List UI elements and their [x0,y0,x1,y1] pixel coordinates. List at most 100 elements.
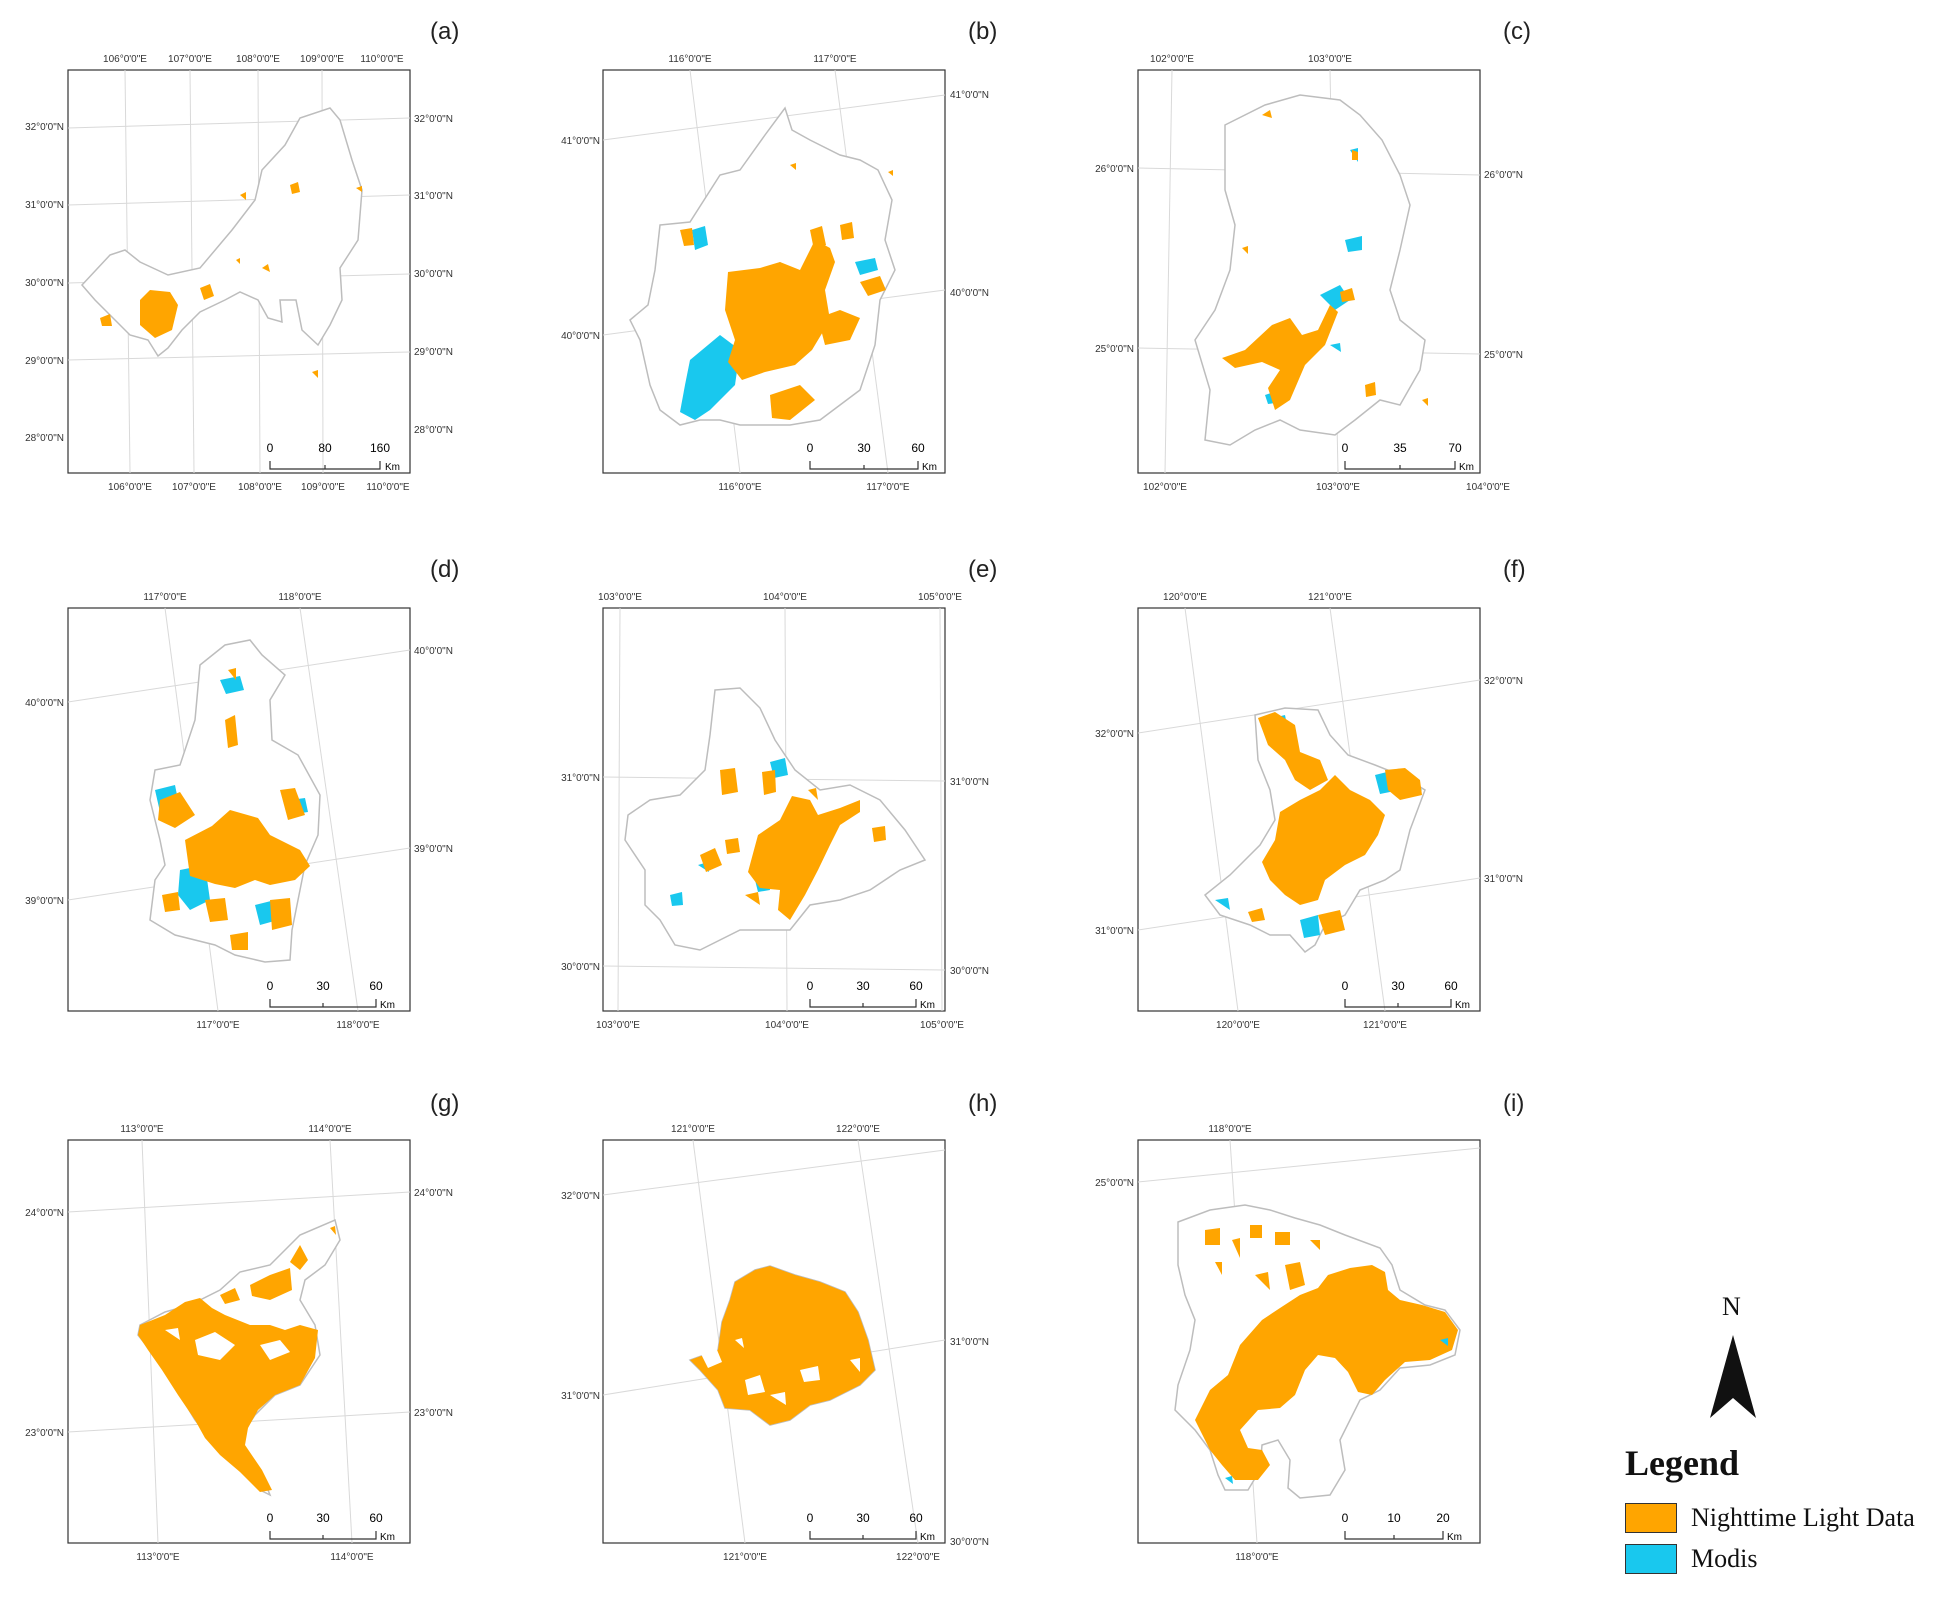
panel-d-bottom-lon-0: 117°0'0"E [196,1020,240,1031]
panel-b-scale-0: 0 [807,441,814,455]
panel-a-right-lat-0: 32°0'0"N [414,114,453,125]
panel-c-left-lat-1: 25°0'0"N [1095,344,1134,355]
panel-b-scale-unit: Km [922,462,937,473]
panel-h-scale-0: 0 [807,1511,814,1525]
panel-d-left-lat-0: 40°0'0"N [25,698,64,709]
panel-e-scale-unit: Km [920,1000,935,1011]
panel-h: 0 30 60 Km 121°0'0"E 122°0'0"E 121°0'0"E… [561,1124,989,1563]
panel-e-scale-1: 30 [856,979,870,993]
panel-f-top-lon-0: 120°0'0"E [1163,592,1207,603]
panel-b-label: (b) [968,18,998,45]
panel-c-boundary [1194,94,1426,446]
panel-g-top-lon-0: 113°0'0"E [120,1124,164,1135]
panel-g-scale-2: 60 [369,1511,383,1525]
panel-g-right-lat-1: 23°0'0"N [414,1408,453,1419]
panel-b: 0 30 60 Km 116°0'0"E 117°0'0"E 116°0'0"E… [561,54,989,493]
panel-c-right-lat-1: 25°0'0"N [1484,350,1523,361]
panel-a-right-lat-3: 29°0'0"N [414,347,453,358]
panel-c-top-lon-0: 102°0'0"E [1150,54,1194,65]
panel-i-modis [1225,1338,1448,1484]
panel-e-scale-2: 60 [909,979,923,993]
panel-i-bottom-lon-0: 118°0'0"E [1235,1552,1279,1563]
panel-g-scale-unit: Km [380,1532,395,1543]
panel-a: 0 80 160 Km 106°0'0"E 107°0'0"E 108°0'0"… [25,54,453,493]
panel-g-scale-1: 30 [316,1511,330,1525]
panel-b-light [680,163,893,420]
panel-a-scalebar [269,461,381,470]
panel-b-left-lat-1: 40°0'0"N [561,331,600,342]
panel-a-bottom-lon-4: 110°0'0"E [366,482,410,493]
panel-c-bottom-lon-2: 104°0'0"E [1466,482,1510,493]
panel-a-left-lat-1: 31°0'0"N [25,200,64,211]
panel-e-top-lon-1: 104°0'0"E [763,592,807,603]
panel-a-tick-labels: 106°0'0"E 107°0'0"E 108°0'0"E 109°0'0"E … [25,54,453,493]
panel-a-top-lon-2: 108°0'0"E [236,54,280,65]
panel-h-scale-unit: Km [920,1532,935,1543]
panel-h-scalebar [809,1531,917,1540]
panel-h-top-lon-1: 122°0'0"E [836,1124,880,1135]
panel-i: 0 10 20 Km 118°0'0"E 118°0'0"E 25°0'0"N [1095,1124,1481,1563]
panel-g-frame [67,1139,411,1544]
panel-d-scale-unit: Km [380,1000,395,1011]
panel-d-light [158,668,310,950]
panel-e-top-lon-0: 103°0'0"E [598,592,642,603]
panel-b-boundary [629,106,896,426]
panel-b-left-lat-0: 41°0'0"N [561,136,600,147]
panel-a-left-lat-4: 28°0'0"N [25,433,64,444]
panel-a-bottom-lon-2: 108°0'0"E [238,482,282,493]
panel-h-frame [602,1139,946,1544]
panel-e-label: (e) [968,556,998,583]
panel-c-scale-1: 35 [1393,441,1407,455]
panel-f-frame [1137,607,1481,1012]
legend-title: Legend [1625,1443,1740,1483]
panel-a-top-lon-3: 109°0'0"E [300,54,344,65]
panel-h-scale-1: 30 [856,1511,870,1525]
panel-i-label: (i) [1503,1090,1525,1117]
panel-i-scale-0: 0 [1342,1511,1349,1525]
panel-e-top-lon-2: 105°0'0"E [918,592,962,603]
panel-c-bottom-lon-1: 103°0'0"E [1316,482,1360,493]
panel-h-label: (h) [968,1090,998,1117]
panel-d-scale-0: 0 [267,979,274,993]
panel-i-scale-unit: Km [1447,1532,1462,1543]
panel-c-scalebar [1344,461,1456,470]
panel-f: 0 30 60 Km 120°0'0"E 121°0'0"E 120°0'0"E… [1095,592,1523,1031]
panel-h-bottom-lon-0: 121°0'0"E [723,1552,767,1563]
panel-c-light [1222,110,1428,410]
panel-b-top-lon-1: 117°0'0"E [813,54,857,65]
panel-i-scalebar [1344,1531,1444,1540]
panel-a-bottom-lon-1: 107°0'0"E [172,482,216,493]
panel-c-scale-2: 70 [1448,441,1462,455]
panel-c-label: (c) [1503,18,1531,45]
panel-e: 0 30 60 Km 103°0'0"E 104°0'0"E 105°0'0"E… [561,592,989,1031]
panel-a-top-lon-0: 106°0'0"E [103,54,147,65]
panel-e-right-lat-1: 30°0'0"N [950,966,989,977]
panel-g-label: (g) [430,1090,460,1117]
north-arrow-icon [1710,1335,1756,1418]
panel-h-bottom-lon-1: 122°0'0"E [896,1552,940,1563]
panel-d-scale-1: 30 [316,979,330,993]
panel-c-scale-unit: Km [1459,462,1474,473]
panel-h-light [690,1266,875,1425]
panel-b-scale-2: 60 [911,441,925,455]
panel-h-light-holes [700,1338,860,1405]
panel-f-scale-unit: Km [1455,1000,1470,1011]
panel-b-bottom-lon-1: 117°0'0"E [866,482,910,493]
panel-e-bottom-lon-0: 103°0'0"E [596,1020,640,1031]
panel-c: 0 35 70 Km 102°0'0"E 103°0'0"E 102°0'0"E… [1095,54,1523,493]
panel-f-bottom-lon-1: 121°0'0"E [1363,1020,1407,1031]
panel-a-scale-1: 80 [318,441,332,455]
panel-g-scale-0: 0 [267,1511,274,1525]
panel-f-scale-0: 0 [1342,979,1349,993]
panel-a-bottom-lon-0: 106°0'0"E [108,482,152,493]
panel-f-light [1248,712,1422,935]
panel-e-bottom-lon-1: 104°0'0"E [765,1020,809,1031]
legend-label-light: Nighttime Light Data [1691,1503,1915,1532]
panel-c-left-lat-0: 26°0'0"N [1095,164,1134,175]
panel-e-left-lat-0: 31°0'0"N [561,773,600,784]
legend-swatch-modis [1625,1544,1677,1574]
panel-i-left-lat-0: 25°0'0"N [1095,1178,1134,1189]
panel-b-right-lat-0: 41°0'0"N [950,90,989,101]
panel-e-right-lat-0: 31°0'0"N [950,777,989,788]
panel-g-left-lat-0: 24°0'0"N [25,1208,64,1219]
